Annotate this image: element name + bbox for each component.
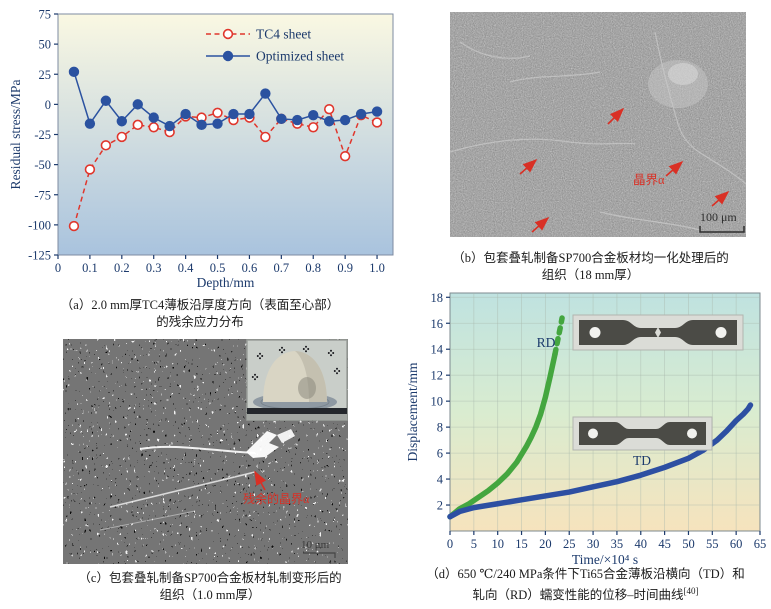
caption-c-line2: 组织（1.0 mm厚） xyxy=(159,588,261,602)
inset-specimen-rd xyxy=(572,314,744,351)
svg-text:0: 0 xyxy=(55,261,61,275)
arrow-icon xyxy=(607,107,625,125)
svg-text:0: 0 xyxy=(447,537,453,551)
svg-text:Optimized sheet: Optimized sheet xyxy=(256,49,344,64)
svg-text:0.7: 0.7 xyxy=(274,261,290,275)
arrow-icon xyxy=(711,190,730,207)
inset-dome-photo xyxy=(246,339,348,421)
svg-text:60: 60 xyxy=(730,537,743,551)
caption-d: （d）650 ℃/240 MPa条件下Ti65合金薄板沿横向（TD）和 轧向（R… xyxy=(400,566,771,604)
svg-text:-25: -25 xyxy=(34,128,51,142)
chart-a-plot-area: 75 50 25 0 -25 -50 -75 -100 -125 0 0.1 0.2 0.3 0.4 0.5… xyxy=(8,8,394,290)
caption-a-line2: 的残余应力分布 xyxy=(156,315,244,329)
svg-text:0.2: 0.2 xyxy=(114,261,130,275)
svg-text:2: 2 xyxy=(437,499,443,513)
caption-b-line1: （b）包套叠轧制备SP700合金板材均一化处理后的 xyxy=(452,251,729,265)
svg-text:Displacement/mm: Displacement/mm xyxy=(405,362,420,461)
svg-text:0.6: 0.6 xyxy=(242,261,258,275)
svg-text:15: 15 xyxy=(515,537,528,551)
svg-text:40: 40 xyxy=(635,537,648,551)
svg-text:-50: -50 xyxy=(34,158,51,172)
svg-text:4: 4 xyxy=(437,473,444,487)
scale-bar-c-line xyxy=(303,552,336,558)
svg-text:10: 10 xyxy=(431,395,444,409)
bright-recrystallized-patch xyxy=(648,60,708,108)
arrow-icon xyxy=(519,158,538,175)
svg-text:0: 0 xyxy=(45,98,51,112)
svg-text:12: 12 xyxy=(431,369,444,383)
rd-fracture-neck xyxy=(655,327,661,338)
svg-text:0.8: 0.8 xyxy=(305,261,321,275)
caption-c-line1: （c）包套叠轧制备SP700合金板材轧制变形后的 xyxy=(78,571,342,585)
svg-text:0.9: 0.9 xyxy=(337,261,353,275)
residual-alpha-streaks xyxy=(99,429,295,531)
svg-text:18: 18 xyxy=(431,291,444,305)
caption-c: （c）包套叠轧制备SP700合金板材轧制变形后的 组织（1.0 mm厚） xyxy=(20,570,400,604)
svg-text:25: 25 xyxy=(39,68,52,82)
rd-curve-label: RD xyxy=(537,335,556,350)
svg-text:1.0: 1.0 xyxy=(369,261,385,275)
arrow-icon xyxy=(665,160,684,177)
scale-bar-b-line xyxy=(699,226,745,233)
svg-text:-125: -125 xyxy=(28,249,51,263)
svg-text:5: 5 xyxy=(471,537,477,551)
inset-specimen-td xyxy=(572,416,713,451)
svg-text:Depth/mm: Depth/mm xyxy=(197,275,255,290)
svg-text:8: 8 xyxy=(437,421,443,435)
grain-boundary-lines xyxy=(450,31,746,231)
micrograph-b: 晶界α 100 μm xyxy=(450,12,746,237)
svg-text:25: 25 xyxy=(563,537,576,551)
svg-text:0.1: 0.1 xyxy=(82,261,98,275)
td-curve-label: TD xyxy=(633,453,651,468)
svg-text:10: 10 xyxy=(491,537,504,551)
svg-text:TC4 sheet: TC4 sheet xyxy=(256,27,311,42)
svg-text:6: 6 xyxy=(437,447,443,461)
svg-text:0.3: 0.3 xyxy=(146,261,162,275)
svg-text:65: 65 xyxy=(754,537,767,551)
svg-text:50: 50 xyxy=(682,537,695,551)
scale-bar-b: 100 μm xyxy=(699,210,745,233)
svg-text:-75: -75 xyxy=(34,188,51,202)
caption-d-line1: （d）650 ℃/240 MPa条件下Ti65合金薄板沿横向（TD）和 xyxy=(426,567,745,581)
caption-b: （b）包套叠轧制备SP700合金板材均一化处理后的 组织（18 mm厚） xyxy=(410,250,771,284)
svg-text:0.4: 0.4 xyxy=(178,261,194,275)
scale-bar-c: 10 μm xyxy=(301,539,336,558)
annotation-arrows-b xyxy=(519,107,730,233)
svg-text:35: 35 xyxy=(611,537,624,551)
svg-text:-100: -100 xyxy=(28,218,51,232)
svg-text:20: 20 xyxy=(539,537,552,551)
svg-text:75: 75 xyxy=(39,8,52,22)
scale-bar-c-text: 10 μm xyxy=(301,539,330,551)
svg-text:50: 50 xyxy=(39,38,52,52)
scale-bar-b-text: 100 μm xyxy=(700,210,737,224)
caption-b-line2: 组织（18 mm厚） xyxy=(541,268,640,282)
svg-text:30: 30 xyxy=(587,537,600,551)
arrow-icon xyxy=(254,470,267,491)
arrow-icon xyxy=(531,216,550,233)
grain-boundary-alpha-label: 晶界α xyxy=(633,173,665,187)
caption-d-line2: 轧向（RD）蠕变性能的位移–时间曲线[40] xyxy=(400,583,771,604)
svg-text:Residual stress/MPa: Residual stress/MPa xyxy=(8,80,23,190)
caption-d-line2-text: 轧向（RD）蠕变性能的位移–时间曲线 xyxy=(472,588,684,603)
residual-stress-chart: 75 50 25 0 -25 -50 -75 -100 -125 0 0.1 0.2 0.3 0.4 0.5… xyxy=(8,8,394,290)
caption-d-reference: [40] xyxy=(683,586,699,596)
creep-chart: 2 4 6 8 10 12 14 16 18 0 5 10 15 20 25 30 35 40 45 50 55 60 65… xyxy=(405,291,767,564)
micrograph-c: 残余的晶界α 10 μm xyxy=(63,339,348,564)
svg-text:0.5: 0.5 xyxy=(210,261,226,275)
svg-text:55: 55 xyxy=(706,537,719,551)
caption-a: （a）2.0 mm厚TC4薄板沿厚度方向（表面至心部） 的残余应力分布 xyxy=(2,297,398,331)
svg-text:45: 45 xyxy=(658,537,671,551)
svg-text:Time/×10⁴ s: Time/×10⁴ s xyxy=(572,552,638,564)
td-specimen-shape xyxy=(579,422,706,445)
residual-grain-boundary-label: 残余的晶界α xyxy=(243,491,310,506)
svg-text:16: 16 xyxy=(431,317,444,331)
svg-text:14: 14 xyxy=(431,343,444,357)
caption-a-line1: （a）2.0 mm厚TC4薄板沿厚度方向（表面至心部） xyxy=(60,298,340,312)
micrograph-b-grain-texture xyxy=(450,12,746,237)
